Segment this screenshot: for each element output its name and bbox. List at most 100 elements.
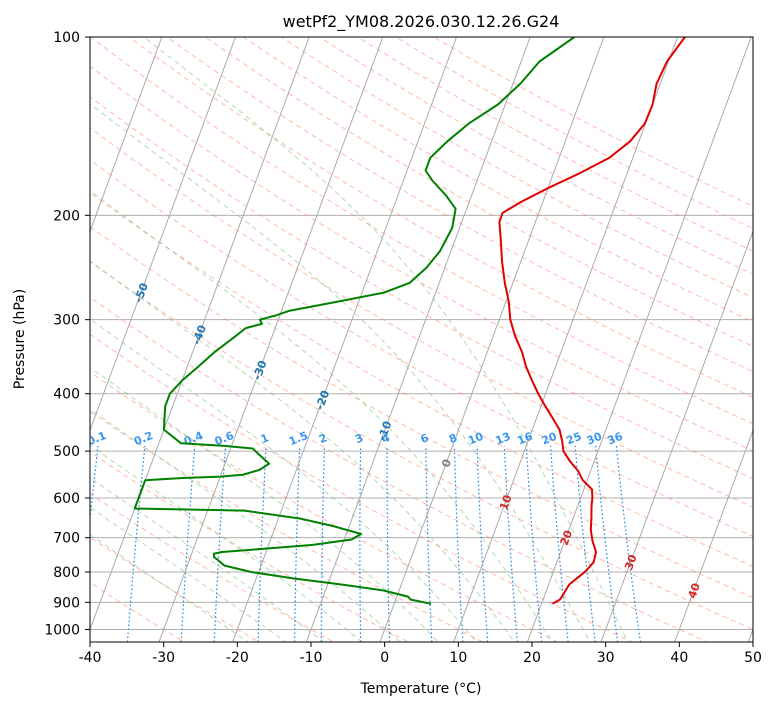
mixing-ratio-lines [90, 445, 642, 642]
isotherms [90, 37, 753, 642]
x-tick-label: 40 [670, 650, 688, 666]
dry-adiabat [90, 37, 753, 425]
dry-adiabat [394, 37, 753, 230]
mixing-ratio-line [213, 445, 227, 642]
mixing-ratio-line [574, 445, 596, 642]
mixing-ratio-line [294, 445, 301, 642]
y-tick-label: 1000 [44, 622, 80, 638]
isotherm-label: -70 [19, 186, 38, 209]
mixing-ratio-line [180, 445, 196, 642]
y-tick-label: 500 [53, 444, 80, 460]
chart-title: wetPf2_YM08.2026.030.12.26.G24 [283, 12, 560, 32]
mixing-ratio-label: 1 [259, 431, 271, 446]
y-tick-label: 700 [53, 531, 80, 547]
x-axis-label: Temperature (°C) [360, 681, 482, 697]
dry-adiabat [90, 65, 753, 452]
dry-adiabat [204, 37, 753, 347]
dry-adiabat [90, 333, 634, 642]
profiles [133, 37, 686, 605]
isotherm [747, 628, 753, 642]
x-tick-label: 20 [523, 650, 541, 666]
dry-adiabat [90, 536, 260, 642]
mixing-ratio-label: 13 [493, 430, 512, 448]
moist-adiabat [90, 477, 325, 642]
moist-adiabat [90, 444, 363, 642]
plot-frame [89, 36, 754, 643]
isotherm-label: 0 [439, 457, 454, 469]
y-tick-label: 200 [53, 208, 80, 224]
x-axis-ticks: -40 -30 -20 -10 0 10 20 30 40 50 [79, 642, 762, 666]
dry-adiabat [90, 493, 335, 642]
mixing-ratio-line [550, 445, 569, 642]
mixing-ratio-line [525, 445, 543, 642]
y-tick-label: 900 [53, 595, 80, 611]
mixing-ratio-label: 2 [317, 431, 329, 446]
moist-adiabat [90, 103, 591, 642]
pressure-gridlines [90, 37, 753, 630]
isotherm [379, 37, 605, 642]
isotherm [90, 37, 237, 432]
y-tick-label: 100 [53, 30, 80, 46]
isotherm [453, 37, 679, 642]
x-tick-label: 50 [744, 650, 762, 666]
dry-adiabat [90, 260, 753, 631]
moist-adiabat [90, 506, 287, 642]
isotherm [90, 37, 163, 233]
mixing-ratio-line [476, 445, 489, 642]
mixing-ratio-label: 0.1 [85, 429, 108, 448]
isotherm-label: 10 [497, 493, 515, 512]
mixing-ratio-label: 16 [516, 430, 535, 448]
moist-adiabat [90, 189, 553, 642]
mixing-ratio-label: 30 [585, 430, 604, 448]
isotherm-label: 20 [558, 528, 576, 547]
x-tick-label: 30 [597, 650, 615, 666]
isotherm [600, 229, 753, 642]
dry-adiabat [128, 37, 753, 398]
moist-adiabat [142, 37, 629, 642]
moist-adiabats [90, 37, 629, 642]
dry-adiabats [90, 37, 753, 642]
x-tick-label: 10 [449, 650, 467, 666]
mixing-ratio-label: 0.2 [132, 429, 155, 448]
isotherm [232, 37, 458, 642]
mixing-ratio-label: 36 [606, 430, 625, 448]
mixing-ratio-line [359, 445, 362, 642]
dry-adiabat [90, 451, 410, 642]
dry-adiabat [90, 410, 485, 642]
isotherm [90, 37, 310, 631]
dry-adiabat [166, 37, 753, 373]
mixing-ratio-label: 1.5 [287, 429, 310, 448]
isotherm-label: -20 [313, 388, 332, 411]
mixing-ratio-line [425, 445, 433, 642]
isotherm [674, 428, 753, 642]
mixing-ratio-line [453, 445, 464, 642]
mixing-ratio-label: 10 [466, 430, 485, 448]
mixing-ratio-line [126, 445, 146, 642]
y-tick-label: 400 [53, 387, 80, 403]
mixing-ratio-label: 20 [540, 430, 559, 448]
y-tick-label: 300 [53, 313, 80, 329]
dry-adiabat [356, 37, 753, 252]
isotherm [305, 37, 531, 642]
dry-adiabat [90, 192, 753, 568]
moist-adiabat [90, 260, 516, 642]
dry-adiabat [242, 37, 753, 323]
mixing-ratio-line [386, 445, 391, 642]
dry-adiabat [90, 95, 753, 480]
mixing-ratio-line [503, 445, 519, 642]
dry-adiabat [90, 226, 753, 599]
isotherm-label: -60 [75, 236, 94, 259]
x-tick-label: -40 [79, 650, 102, 666]
moist-adiabat [90, 366, 439, 642]
mixing-ratio-label: 8 [447, 431, 459, 446]
mixing-ratio-line [595, 445, 619, 642]
isotherm-label: 40 [685, 581, 703, 600]
mixing-ratio-label: 3 [353, 431, 365, 446]
plot-area: -100-90-80-70-60-50-40-30-20-10010203040… [19, 37, 753, 642]
dry-adiabat [318, 37, 753, 275]
y-axis-ticks: 1000 900 800 700 600 500 400 300 200 100 [44, 30, 90, 638]
moist-adiabat [90, 318, 477, 642]
mixing-ratio-label: 25 [564, 430, 583, 448]
